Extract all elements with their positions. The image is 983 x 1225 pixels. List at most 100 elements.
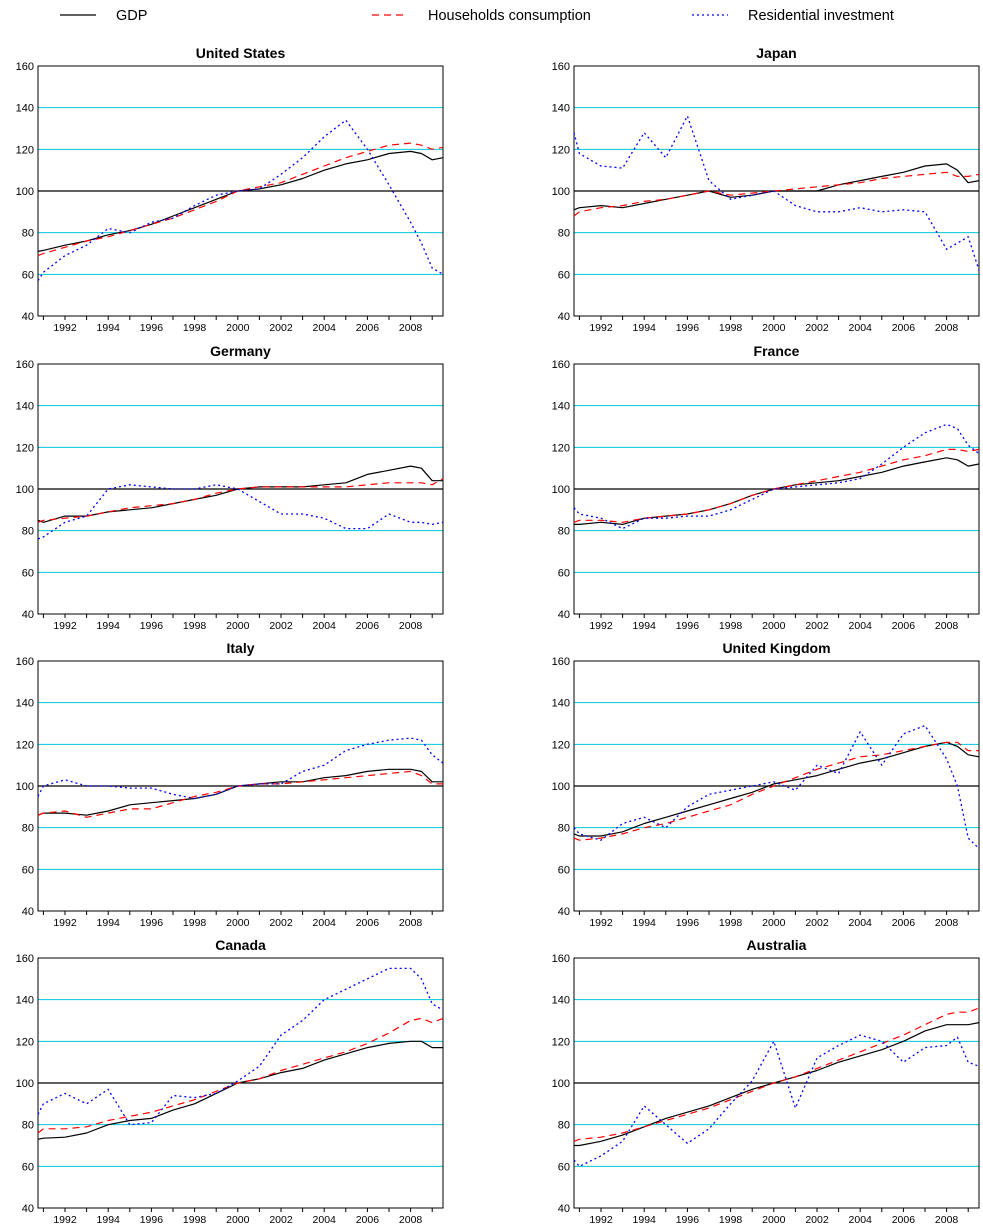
- y-tick-label: 40: [558, 311, 570, 323]
- series-line-residential-investment: [37, 484, 444, 540]
- x-tick-label: 2008: [935, 917, 959, 929]
- chart-panel-8: Australia 40 60 80 100 120 140 160 1992 1994 1996 1…: [552, 937, 980, 1225]
- y-tick-label: 60: [22, 864, 34, 876]
- legend-label-3: Residential investment: [748, 8, 894, 24]
- series-line-residential-investment: [573, 423, 980, 530]
- x-tick-label: 2008: [935, 620, 959, 632]
- x-tick-label: 2008: [399, 620, 423, 632]
- x-tick-label: 1992: [53, 322, 77, 334]
- plot-frame: [573, 65, 980, 317]
- x-tick-label: 1998: [183, 917, 207, 929]
- y-tick-label: 120: [552, 739, 570, 751]
- y-tick-label: 100: [552, 484, 570, 496]
- chart-title: Australia: [747, 937, 807, 953]
- plot-frame: [37, 957, 444, 1209]
- x-tick-label: 1996: [676, 322, 700, 334]
- y-tick-label: 80: [558, 228, 570, 240]
- y-tick-label: 80: [22, 526, 34, 538]
- y-tick-label: 160: [552, 61, 570, 73]
- series-line-households-consumption: [573, 1007, 980, 1142]
- x-tick-label: 2006: [356, 917, 380, 929]
- series-line-households-consumption: [573, 171, 980, 217]
- series-line-residential-investment: [37, 737, 444, 800]
- x-tick-label: 1992: [53, 620, 77, 632]
- x-tick-label: 1994: [97, 620, 121, 632]
- y-tick-label: 80: [22, 228, 34, 240]
- y-tick-label: 140: [552, 103, 570, 115]
- y-tick-label: 160: [552, 953, 570, 965]
- x-tick-label: 2004: [313, 322, 337, 334]
- x-tick-label: 2008: [399, 917, 423, 929]
- y-tick-label: 140: [552, 995, 570, 1007]
- x-tick-label: 1996: [140, 1214, 164, 1225]
- x-tick-label: 2002: [269, 322, 293, 334]
- y-tick-label: 160: [16, 656, 34, 668]
- x-tick-label: 2004: [849, 620, 873, 632]
- y-tick-label: 60: [558, 1161, 570, 1173]
- legend-label-1: GDP: [116, 8, 147, 24]
- x-tick-label: 1994: [97, 1214, 121, 1225]
- y-tick-label: 100: [16, 186, 34, 198]
- y-tick-label: 120: [16, 144, 34, 156]
- x-tick-label: 2002: [805, 620, 829, 632]
- x-tick-label: 1992: [53, 917, 77, 929]
- x-tick-label: 2004: [849, 322, 873, 334]
- x-tick-label: 2000: [226, 917, 250, 929]
- chart-title: Japan: [756, 45, 796, 61]
- chart-title: Italy: [226, 640, 254, 656]
- x-tick-label: 1994: [97, 322, 121, 334]
- legend: GDP Households consumption Residential inv…: [60, 8, 894, 24]
- y-tick-label: 120: [16, 739, 34, 751]
- chart-panel-2: Japan 40 60 80 100 120 140 160 1992 1994 1996 1998 2…: [552, 45, 980, 334]
- chart-title: Germany: [210, 343, 271, 359]
- y-tick-label: 60: [22, 1161, 34, 1173]
- y-tick-label: 80: [22, 823, 34, 835]
- y-tick-label: 140: [16, 103, 34, 115]
- y-tick-label: 120: [552, 144, 570, 156]
- x-tick-label: 2004: [849, 917, 873, 929]
- series-line-gdp: [573, 163, 980, 211]
- chart-panel-5: Italy 40 60 80 100 120 140 160 1992 1994 1996 1998 2…: [16, 640, 444, 929]
- y-tick-label: 160: [16, 953, 34, 965]
- y-tick-label: 60: [558, 567, 570, 579]
- y-tick-label: 160: [16, 359, 34, 371]
- x-tick-label: 1998: [183, 620, 207, 632]
- x-tick-label: 1992: [589, 322, 613, 334]
- x-tick-label: 1998: [719, 620, 743, 632]
- y-tick-label: 80: [558, 823, 570, 835]
- plot-frame: [573, 957, 980, 1209]
- chart-panel-1: United States 40 60 80 100 120 140 160 1992 1994 1…: [16, 45, 444, 334]
- y-tick-label: 160: [552, 359, 570, 371]
- y-tick-label: 80: [558, 1120, 570, 1132]
- x-tick-label: 2006: [892, 620, 916, 632]
- x-tick-label: 1998: [719, 917, 743, 929]
- x-tick-label: 2008: [935, 1214, 959, 1225]
- series-line-gdp: [573, 741, 980, 837]
- x-tick-label: 1998: [183, 1214, 207, 1225]
- y-tick-label: 140: [16, 401, 34, 413]
- x-tick-label: 2006: [892, 917, 916, 929]
- series-line-gdp: [37, 768, 443, 816]
- x-tick-label: 2000: [226, 1214, 250, 1225]
- x-tick-label: 1994: [633, 620, 657, 632]
- y-tick-label: 40: [22, 609, 34, 621]
- y-tick-label: 100: [552, 781, 570, 793]
- series-line-gdp: [574, 457, 980, 526]
- x-tick-label: 1994: [633, 917, 657, 929]
- x-tick-label: 2004: [313, 620, 337, 632]
- y-tick-label: 140: [16, 995, 34, 1007]
- x-tick-label: 2006: [892, 322, 916, 334]
- x-tick-label: 2006: [356, 620, 380, 632]
- x-tick-label: 1992: [589, 620, 613, 632]
- y-tick-label: 60: [558, 864, 570, 876]
- x-tick-label: 2008: [935, 322, 959, 334]
- x-tick-label: 2006: [356, 1214, 380, 1225]
- x-tick-label: 2004: [313, 1214, 337, 1225]
- y-tick-label: 40: [22, 906, 34, 918]
- x-tick-label: 1996: [140, 620, 164, 632]
- y-tick-label: 60: [558, 269, 570, 281]
- chart-panel-7: Canada 40 60 80 100 120 140 160 1992 1994 1996 1998…: [16, 937, 444, 1225]
- x-tick-label: 2000: [226, 322, 250, 334]
- x-tick-label: 2002: [805, 1214, 829, 1225]
- y-tick-label: 100: [552, 1078, 570, 1090]
